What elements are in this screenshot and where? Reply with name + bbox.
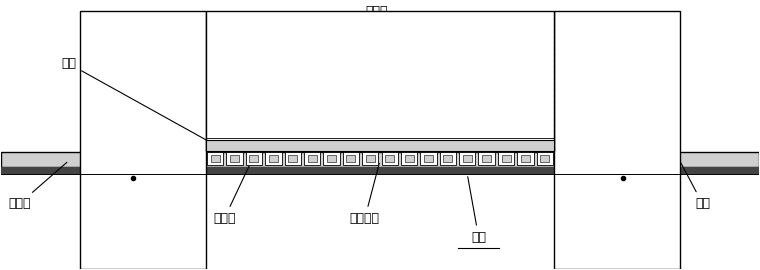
Text: 底模: 底模 <box>62 57 207 140</box>
Bar <box>249 155 258 162</box>
Bar <box>420 152 437 165</box>
Bar <box>404 155 413 162</box>
Bar <box>308 155 317 162</box>
Bar <box>230 155 239 162</box>
Bar <box>343 152 359 165</box>
Text: 工字锂: 工字锂 <box>8 162 67 210</box>
Bar <box>521 155 530 162</box>
Bar <box>284 152 301 165</box>
Bar <box>207 152 223 165</box>
Bar <box>269 155 278 162</box>
Bar <box>479 152 495 165</box>
Bar <box>382 152 398 165</box>
Bar <box>288 155 297 162</box>
Bar <box>265 152 281 165</box>
Bar <box>323 152 340 165</box>
Bar <box>347 155 356 162</box>
Bar <box>327 155 336 162</box>
Text: 墩柱: 墩柱 <box>467 177 486 244</box>
Bar <box>366 155 375 162</box>
Bar <box>385 155 394 162</box>
Bar <box>498 152 515 165</box>
Bar <box>245 152 262 165</box>
Bar <box>540 155 549 162</box>
Bar <box>1 167 759 174</box>
Bar <box>482 155 491 162</box>
Bar <box>459 152 476 165</box>
Text: 楞形木: 楞形木 <box>214 164 250 225</box>
Bar <box>518 152 534 165</box>
Text: 方木次梁: 方木次梁 <box>350 163 380 225</box>
Bar <box>226 152 242 165</box>
Bar <box>304 152 320 165</box>
Bar <box>362 152 378 165</box>
Bar <box>424 155 433 162</box>
Text: 墩系梁: 墩系梁 <box>365 5 388 30</box>
Bar <box>1 153 759 167</box>
Bar <box>211 155 220 162</box>
Bar <box>443 155 452 162</box>
Bar <box>401 152 417 165</box>
Bar <box>205 11 555 151</box>
Bar <box>502 155 511 162</box>
Bar <box>555 11 679 269</box>
Bar <box>205 140 555 151</box>
Bar <box>463 155 472 162</box>
Bar <box>81 11 205 269</box>
Bar <box>440 152 456 165</box>
Text: 插销: 插销 <box>681 163 710 210</box>
Bar <box>537 152 553 165</box>
